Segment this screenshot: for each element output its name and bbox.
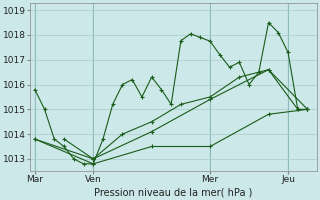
X-axis label: Pression niveau de la mer( hPa ): Pression niveau de la mer( hPa ) xyxy=(94,187,253,197)
